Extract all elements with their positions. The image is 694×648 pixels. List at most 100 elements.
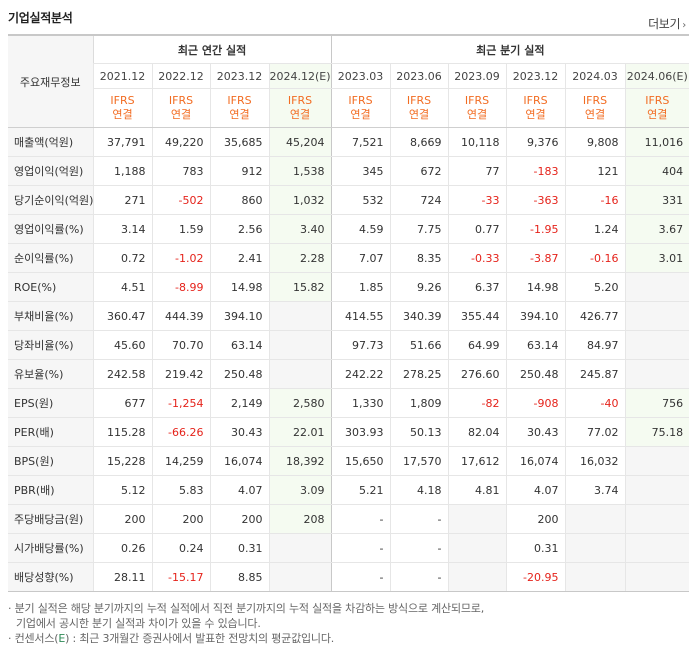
financial-table: 주요재무정보 최근 연간 실적 최근 분기 실적 2021.12 2022.12 2…: [8, 34, 690, 592]
cell: 8.35: [389, 243, 449, 273]
cell: [624, 301, 690, 331]
cell: [268, 562, 332, 592]
cell: 5.20: [564, 272, 626, 302]
cell: 1.24: [564, 214, 626, 244]
note-line-2: 기업에서 공시한 분기 실적과 차이가 있을 수 있습니다.: [16, 617, 261, 630]
ifrs-2: IFRS 연결: [209, 88, 269, 128]
cell: 426.77: [564, 301, 626, 331]
cell: 0.31: [505, 533, 566, 563]
cell: 15,650: [330, 446, 391, 476]
cell: [624, 272, 690, 302]
row-label: PBR(배): [8, 475, 93, 505]
cell: 18,392: [268, 446, 332, 476]
table-row: PER(배) 115.28 -66.26 30.43 22.01 303.93 50.13 8…: [8, 417, 690, 447]
cell: 14.98: [209, 272, 269, 302]
cell: 672: [389, 156, 449, 186]
cell: 0.24: [151, 533, 210, 563]
cell: 14.98: [505, 272, 566, 302]
cell: -502: [151, 185, 210, 215]
cell: 0.77: [447, 214, 507, 244]
more-label: 더보기: [648, 17, 681, 31]
cell: 200: [151, 504, 210, 534]
cell: 15.82: [268, 272, 332, 302]
cell: 9,376: [505, 127, 566, 157]
row-label: 영업이익(억원): [8, 156, 93, 186]
cell: [564, 533, 626, 563]
date-0: 2021.12: [92, 63, 152, 89]
cell: 35,685: [209, 127, 269, 157]
cell: [624, 504, 690, 534]
cell: [564, 504, 626, 534]
cell: 3.01: [624, 243, 690, 273]
more-link[interactable]: 더보기 ›: [648, 15, 686, 32]
ifrs-6: IFRS 연결: [447, 88, 507, 128]
cell: 1,330: [330, 388, 391, 418]
cell: [268, 359, 332, 389]
cell: 3.14: [92, 214, 152, 244]
cell: [447, 533, 507, 563]
cell: 271: [92, 185, 152, 215]
cell: 3.74: [564, 475, 626, 505]
cell: 414.55: [330, 301, 391, 331]
table-row: 주당배당금(원) 200 200 200 208- -200: [8, 504, 690, 534]
cell: 17,570: [389, 446, 449, 476]
cell: 303.93: [330, 417, 391, 447]
cell: 63.14: [505, 330, 566, 360]
date-5: 2023.06: [389, 63, 449, 89]
ifrs-8: IFRS 연결: [564, 88, 626, 128]
row-header: 주요재무정보: [8, 34, 93, 128]
cell: 200: [505, 504, 566, 534]
row-label: 배당성향(%): [8, 562, 93, 592]
cell: 4.07: [505, 475, 566, 505]
cell: 97.73: [330, 330, 391, 360]
group-quarter: 최근 분기 실적: [330, 34, 690, 64]
cell: 250.48: [505, 359, 566, 389]
cell: -: [330, 533, 391, 563]
cell: 30.43: [209, 417, 269, 447]
cell: -: [330, 504, 391, 534]
cell: 6.37: [447, 272, 507, 302]
cell: -1.02: [151, 243, 210, 273]
cell: 860: [209, 185, 269, 215]
cell: 4.59: [330, 214, 391, 244]
cell: 77.02: [564, 417, 626, 447]
cell: 9,808: [564, 127, 626, 157]
cell: 1.85: [330, 272, 391, 302]
cell: 9.26: [389, 272, 449, 302]
cell: 245.87: [564, 359, 626, 389]
cell: 677: [92, 388, 152, 418]
table-row: 부채비율(%) 360.47 444.39 394.10 414.55 340.39 355…: [8, 301, 690, 331]
cell: [624, 475, 690, 505]
ifrs-9: IFRS 연결: [624, 88, 690, 128]
cell: 2,149: [209, 388, 269, 418]
cell: 16,074: [209, 446, 269, 476]
chevron-right-icon: ›: [682, 20, 686, 31]
cell: -1.95: [505, 214, 566, 244]
cell: -8.99: [151, 272, 210, 302]
cell: -908: [505, 388, 566, 418]
consensus-mark: E: [58, 632, 66, 645]
date-6: 2023.09: [447, 63, 507, 89]
cell: -363: [505, 185, 566, 215]
ifrs-1: IFRS 연결: [151, 88, 210, 128]
cell: -40: [564, 388, 626, 418]
cell: 30.43: [505, 417, 566, 447]
ifrs-4: IFRS 연결: [330, 88, 391, 128]
row-label: 영업이익률(%): [8, 214, 93, 244]
cell: 7.75: [389, 214, 449, 244]
cell: 2,580: [268, 388, 332, 418]
cell: 1,188: [92, 156, 152, 186]
cell: 50.13: [389, 417, 449, 447]
cell: 45,204: [268, 127, 332, 157]
cell: 63.14: [209, 330, 269, 360]
row-label: 부채비율(%): [8, 301, 93, 331]
cell: 331: [624, 185, 690, 215]
cell: 75.18: [624, 417, 690, 447]
cell: 532: [330, 185, 391, 215]
notes: · 분기 실적은 해당 분기까지의 누적 실적에서 직전 분기까지의 누적 실적…: [8, 601, 484, 646]
cell: 51.66: [389, 330, 449, 360]
cell: 0.26: [92, 533, 152, 563]
table-row: 영업이익률(%) 3.14 1.59 2.56 3.40 4.59 7.75 0.77 -1.9…: [8, 214, 690, 244]
cell: 250.48: [209, 359, 269, 389]
table-row: 당좌비율(%) 45.60 70.70 63.14 97.73 51.66 64.99 63.…: [8, 330, 690, 360]
